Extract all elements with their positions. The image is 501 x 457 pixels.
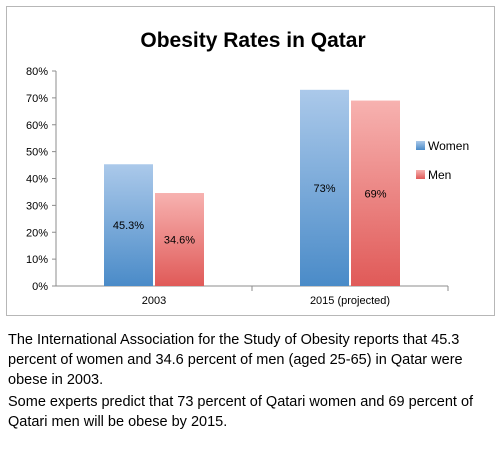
caption-paragraph-2: Some experts predict that 73 percent of … bbox=[8, 394, 474, 430]
data-label: 34.6% bbox=[164, 235, 195, 247]
y-tick-label: 80% bbox=[26, 66, 48, 78]
bar-men bbox=[155, 193, 204, 286]
y-tick-label: 20% bbox=[26, 227, 48, 239]
caption-paragraph-1: The International Association for the St… bbox=[8, 332, 463, 388]
data-label: 73% bbox=[313, 183, 335, 195]
bar-men bbox=[351, 100, 400, 286]
legend-label-men: Men bbox=[428, 168, 451, 182]
bar-women bbox=[300, 89, 349, 286]
chart-frame: Obesity Rates in Qatar 0% 10% 20% 30% 40% 50%… bbox=[6, 6, 495, 316]
y-tick-label: 70% bbox=[26, 93, 48, 105]
y-tick-label: 40% bbox=[26, 174, 48, 186]
legend-swatch-men bbox=[416, 170, 425, 179]
y-tick-label: 30% bbox=[26, 200, 48, 212]
legend-swatch-women bbox=[416, 141, 425, 150]
chart-title: Obesity Rates in Qatar bbox=[140, 29, 365, 52]
y-tick-label: 60% bbox=[26, 120, 48, 132]
y-tick-label: 50% bbox=[26, 147, 48, 159]
y-tick-label: 10% bbox=[26, 254, 48, 266]
legend-label-women: Women bbox=[428, 139, 469, 153]
y-tick-label: 0% bbox=[32, 281, 48, 293]
x-tick-label: 2015 (projected) bbox=[310, 295, 390, 307]
x-tick-label: 2003 bbox=[142, 295, 166, 307]
data-label: 45.3% bbox=[113, 220, 144, 232]
bar-women bbox=[104, 164, 153, 286]
obesity-bar-chart: Obesity Rates in Qatar 0% 10% 20% 30% 40% 50%… bbox=[26, 29, 469, 307]
data-label: 69% bbox=[364, 188, 386, 200]
